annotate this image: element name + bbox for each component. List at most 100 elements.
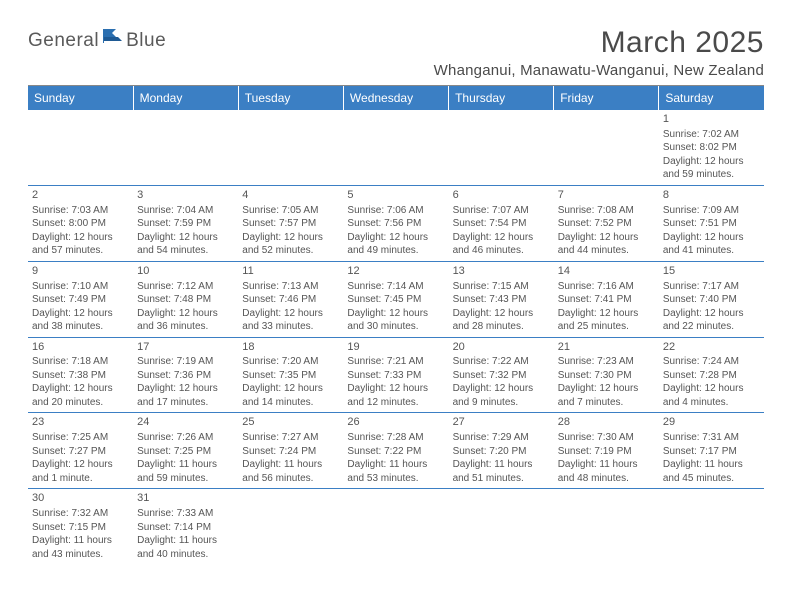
sunset-text: Sunset: 8:00 PM: [32, 217, 129, 231]
day-number: 18: [242, 340, 339, 355]
sunrise-text: Sunrise: 7:10 AM: [32, 280, 129, 294]
sunset-text: Sunset: 7:38 PM: [32, 369, 129, 383]
sunrise-text: Sunrise: 7:16 AM: [558, 280, 655, 294]
daylight-text: Daylight: 11 hours and 43 minutes.: [32, 534, 129, 561]
daylight-text: Daylight: 11 hours and 40 minutes.: [137, 534, 234, 561]
calendar-row: 23Sunrise: 7:25 AMSunset: 7:27 PMDayligh…: [28, 413, 764, 489]
day-cell-14: 14Sunrise: 7:16 AMSunset: 7:41 PMDayligh…: [554, 261, 659, 337]
day-number: 15: [663, 264, 760, 279]
sunset-text: Sunset: 7:46 PM: [242, 293, 339, 307]
day-number: 10: [137, 264, 234, 279]
empty-cell: [343, 110, 448, 185]
day-number: 23: [32, 415, 129, 430]
sunrise-text: Sunrise: 7:33 AM: [137, 507, 234, 521]
sunset-text: Sunset: 7:24 PM: [242, 445, 339, 459]
sunset-text: Sunset: 7:59 PM: [137, 217, 234, 231]
calendar-row: 16Sunrise: 7:18 AMSunset: 7:38 PMDayligh…: [28, 337, 764, 413]
sunset-text: Sunset: 7:54 PM: [453, 217, 550, 231]
day-cell-20: 20Sunrise: 7:22 AMSunset: 7:32 PMDayligh…: [449, 337, 554, 413]
sunrise-text: Sunrise: 7:22 AM: [453, 355, 550, 369]
daylight-text: Daylight: 11 hours and 56 minutes.: [242, 458, 339, 485]
sunrise-text: Sunrise: 7:08 AM: [558, 204, 655, 218]
sunset-text: Sunset: 7:40 PM: [663, 293, 760, 307]
day-cell-19: 19Sunrise: 7:21 AMSunset: 7:33 PMDayligh…: [343, 337, 448, 413]
daylight-text: Daylight: 12 hours and 14 minutes.: [242, 382, 339, 409]
calendar-row: 2Sunrise: 7:03 AMSunset: 8:00 PMDaylight…: [28, 185, 764, 261]
sunrise-text: Sunrise: 7:12 AM: [137, 280, 234, 294]
day-number: 26: [347, 415, 444, 430]
empty-cell: [238, 489, 343, 564]
dayname-tuesday: Tuesday: [238, 86, 343, 110]
calendar-table: SundayMondayTuesdayWednesdayThursdayFrid…: [28, 86, 764, 564]
daylight-text: Daylight: 12 hours and 28 minutes.: [453, 307, 550, 334]
daylight-text: Daylight: 12 hours and 25 minutes.: [558, 307, 655, 334]
logo: General Blue: [28, 30, 166, 52]
sunrise-text: Sunrise: 7:25 AM: [32, 431, 129, 445]
day-number: 20: [453, 340, 550, 355]
sunrise-text: Sunrise: 7:19 AM: [137, 355, 234, 369]
sunset-text: Sunset: 7:33 PM: [347, 369, 444, 383]
day-cell-22: 22Sunrise: 7:24 AMSunset: 7:28 PMDayligh…: [659, 337, 764, 413]
day-cell-1: 1Sunrise: 7:02 AMSunset: 8:02 PMDaylight…: [659, 110, 764, 185]
day-cell-18: 18Sunrise: 7:20 AMSunset: 7:35 PMDayligh…: [238, 337, 343, 413]
sunrise-text: Sunrise: 7:21 AM: [347, 355, 444, 369]
sunrise-text: Sunrise: 7:13 AM: [242, 280, 339, 294]
daylight-text: Daylight: 12 hours and 36 minutes.: [137, 307, 234, 334]
day-cell-29: 29Sunrise: 7:31 AMSunset: 7:17 PMDayligh…: [659, 413, 764, 489]
daylight-text: Daylight: 12 hours and 1 minute.: [32, 458, 129, 485]
dayname-thursday: Thursday: [449, 86, 554, 110]
empty-cell: [133, 110, 238, 185]
daylight-text: Daylight: 12 hours and 44 minutes.: [558, 231, 655, 258]
location-text: Whanganui, Manawatu-Wanganui, New Zealan…: [434, 62, 764, 79]
day-number: 4: [242, 188, 339, 203]
flag-icon: [102, 27, 124, 50]
day-cell-9: 9Sunrise: 7:10 AMSunset: 7:49 PMDaylight…: [28, 261, 133, 337]
day-number: 9: [32, 264, 129, 279]
sunset-text: Sunset: 7:27 PM: [32, 445, 129, 459]
daylight-text: Daylight: 12 hours and 41 minutes.: [663, 231, 760, 258]
day-cell-13: 13Sunrise: 7:15 AMSunset: 7:43 PMDayligh…: [449, 261, 554, 337]
daylight-text: Daylight: 12 hours and 59 minutes.: [663, 155, 760, 182]
sunset-text: Sunset: 7:17 PM: [663, 445, 760, 459]
sunset-text: Sunset: 7:41 PM: [558, 293, 655, 307]
day-cell-8: 8Sunrise: 7:09 AMSunset: 7:51 PMDaylight…: [659, 185, 764, 261]
sunset-text: Sunset: 7:51 PM: [663, 217, 760, 231]
day-cell-4: 4Sunrise: 7:05 AMSunset: 7:57 PMDaylight…: [238, 185, 343, 261]
day-cell-30: 30Sunrise: 7:32 AMSunset: 7:15 PMDayligh…: [28, 489, 133, 564]
empty-cell: [449, 489, 554, 564]
empty-cell: [343, 489, 448, 564]
dayname-saturday: Saturday: [659, 86, 764, 110]
daylight-text: Daylight: 12 hours and 57 minutes.: [32, 231, 129, 258]
day-cell-2: 2Sunrise: 7:03 AMSunset: 8:00 PMDaylight…: [28, 185, 133, 261]
day-cell-25: 25Sunrise: 7:27 AMSunset: 7:24 PMDayligh…: [238, 413, 343, 489]
sunrise-text: Sunrise: 7:30 AM: [558, 431, 655, 445]
sunrise-text: Sunrise: 7:06 AM: [347, 204, 444, 218]
empty-cell: [238, 110, 343, 185]
sunset-text: Sunset: 7:19 PM: [558, 445, 655, 459]
day-number: 8: [663, 188, 760, 203]
day-number: 29: [663, 415, 760, 430]
sunrise-text: Sunrise: 7:15 AM: [453, 280, 550, 294]
day-cell-24: 24Sunrise: 7:26 AMSunset: 7:25 PMDayligh…: [133, 413, 238, 489]
sunrise-text: Sunrise: 7:23 AM: [558, 355, 655, 369]
month-title: March 2025: [434, 26, 764, 60]
daylight-text: Daylight: 12 hours and 46 minutes.: [453, 231, 550, 258]
day-number: 31: [137, 491, 234, 506]
daylight-text: Daylight: 11 hours and 53 minutes.: [347, 458, 444, 485]
daylight-text: Daylight: 12 hours and 7 minutes.: [558, 382, 655, 409]
day-number: 25: [242, 415, 339, 430]
header: General Blue March 2025 Whanganui, Manaw…: [28, 26, 764, 79]
daylight-text: Daylight: 11 hours and 48 minutes.: [558, 458, 655, 485]
dayname-friday: Friday: [554, 86, 659, 110]
sunrise-text: Sunrise: 7:32 AM: [32, 507, 129, 521]
day-number: 7: [558, 188, 655, 203]
day-cell-7: 7Sunrise: 7:08 AMSunset: 7:52 PMDaylight…: [554, 185, 659, 261]
calendar-row: 30Sunrise: 7:32 AMSunset: 7:15 PMDayligh…: [28, 489, 764, 564]
sunrise-text: Sunrise: 7:29 AM: [453, 431, 550, 445]
day-cell-31: 31Sunrise: 7:33 AMSunset: 7:14 PMDayligh…: [133, 489, 238, 564]
day-number: 12: [347, 264, 444, 279]
daylight-text: Daylight: 12 hours and 17 minutes.: [137, 382, 234, 409]
sunrise-text: Sunrise: 7:26 AM: [137, 431, 234, 445]
calendar-row: 1Sunrise: 7:02 AMSunset: 8:02 PMDaylight…: [28, 110, 764, 185]
daylight-text: Daylight: 12 hours and 52 minutes.: [242, 231, 339, 258]
